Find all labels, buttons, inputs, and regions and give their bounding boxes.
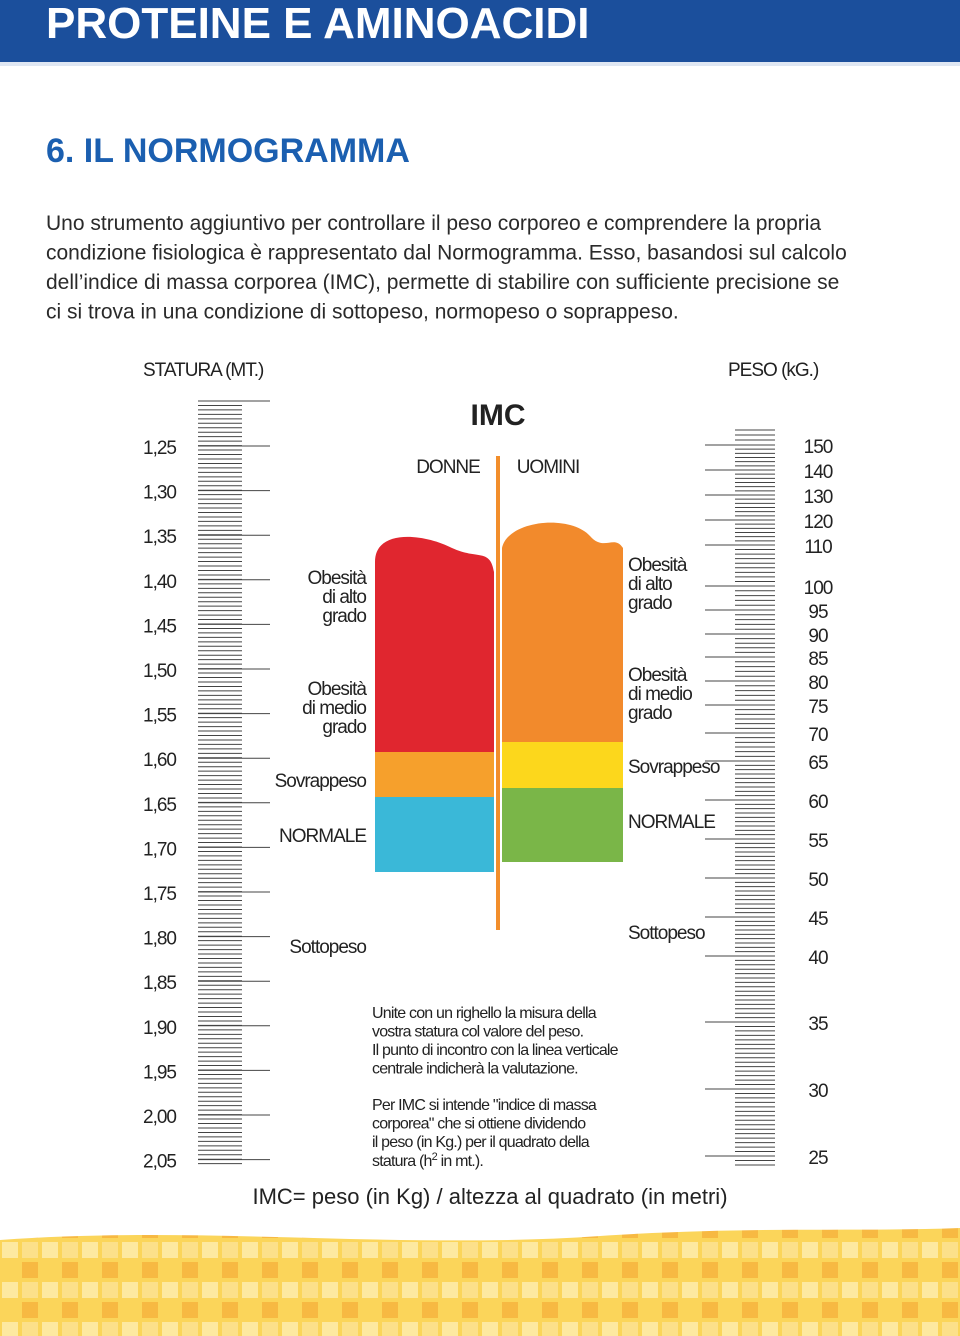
men-overweight-zone [502, 742, 623, 788]
weight-value: 130 [804, 487, 833, 508]
height-value: 1,35 [143, 527, 176, 548]
weight-value: 110 [804, 537, 832, 558]
height-value: 1,60 [143, 750, 176, 771]
header-rule [0, 62, 960, 66]
women-obese-zone [375, 536, 494, 752]
men-zone-label: Sottopeso [628, 923, 705, 944]
height-value: 1,80 [143, 929, 176, 950]
weight-value: 140 [804, 462, 833, 483]
paragraph: Uno strumento aggiuntivo per controllare… [46, 212, 847, 324]
men-normal-zone [502, 788, 623, 862]
height-value: 1,95 [143, 1062, 176, 1083]
height-value: 1,25 [143, 438, 176, 459]
superscript: 2 [432, 1151, 438, 1163]
women-normal-zone [375, 797, 494, 872]
weight-value: 80 [808, 673, 828, 694]
women-zone-label: grado [322, 606, 366, 627]
men-zone-label: Obesità [628, 665, 688, 686]
men-zone-label: Sovrappeso [628, 757, 720, 778]
men-label: UOMINI [517, 457, 580, 478]
weight-value: 65 [808, 753, 828, 774]
weight-value: 55 [808, 831, 828, 852]
weight-value: 95 [808, 602, 828, 623]
header-band [0, 0, 960, 62]
instruction-line: il peso (in Kg.) per il quadrato della [372, 1134, 590, 1151]
weight-value: 45 [808, 909, 828, 930]
height-value: 1,30 [143, 483, 176, 504]
weight-value: 150 [804, 437, 833, 458]
formula: IMC= peso (in Kg) / altezza al quadrato … [252, 1184, 727, 1209]
women-label: DONNE [416, 457, 480, 478]
instruction-line: vostra statura col valore del peso. [372, 1024, 583, 1041]
instruction-text: in mt.). [437, 1153, 483, 1170]
men-obese-zone [502, 522, 623, 742]
instruction-text: statura (h [372, 1153, 432, 1170]
height-value: 1,45 [143, 616, 176, 637]
height-value: 1,85 [143, 973, 176, 994]
paragraph-line: dell’indice di massa corporea (IMC), per… [46, 271, 839, 294]
men-zone-label: Obesità [628, 555, 688, 576]
weight-label: PESO (kG.) [728, 360, 819, 381]
weight-value: 85 [808, 649, 828, 670]
instruction-line: statura (h2 in mt.). [372, 1151, 483, 1170]
weight-value: 120 [804, 512, 833, 533]
imc-axis [496, 456, 500, 930]
men-zone-label: grado [628, 703, 672, 724]
footer-decoration [0, 1228, 960, 1336]
height-value: 2,05 [143, 1152, 176, 1173]
paragraph-line: ci si trova in una condizione di sottope… [46, 301, 679, 324]
height-value: 1,65 [143, 795, 176, 816]
section-title: 6. IL NORMOGRAMMA [46, 132, 410, 170]
instruction-line: centrale indicherà la valutazione. [372, 1061, 578, 1078]
women-zone-label: Sottopeso [289, 937, 366, 958]
weight-value: 100 [804, 578, 833, 599]
imc-title: IMC [471, 399, 526, 432]
height-value: 2,00 [143, 1107, 176, 1128]
weight-value: 70 [808, 725, 828, 746]
height-label: STATURA (MT.) [143, 360, 264, 381]
women-zone-label: di alto [322, 587, 366, 608]
header-title: PROTEINE E AMINOACIDI [46, 0, 590, 48]
labels: 1,25 1,30 1,35 1,40 1,45 1,50 1,55 1,60 1,65 1,70… [143, 437, 834, 1173]
height-value: 1,75 [143, 884, 176, 905]
weight-value: 75 [808, 697, 828, 718]
paragraph-line: condizione fisiologica è rappresentato d… [46, 242, 847, 265]
weight-value: 35 [808, 1014, 828, 1035]
height-value: 1,55 [143, 706, 176, 727]
weight-value: 40 [808, 948, 828, 969]
women-zone-label: grado [322, 717, 366, 738]
men-zone-label: grado [628, 593, 672, 614]
women-zone-label: di medio [302, 698, 366, 719]
men-zone-label: di alto [628, 574, 672, 595]
instruction-line: Unite con un righello la misura della [372, 1005, 597, 1022]
weight-value: 25 [808, 1148, 828, 1169]
height-value: 1,50 [143, 661, 176, 682]
instruction-line: corporea" che si ottiene dividendo [372, 1116, 586, 1133]
height-value: 1,70 [143, 839, 176, 860]
women-overweight-zone [375, 752, 494, 797]
weight-value: 30 [808, 1081, 828, 1102]
instruction-line: Per IMC si intende "indice di massa [372, 1097, 597, 1114]
men-zone-label: NORMALE [628, 812, 715, 833]
height-value: 1,40 [143, 572, 176, 593]
men-zone-label: di medio [628, 684, 692, 705]
height-value: 1,90 [143, 1018, 176, 1039]
women-zone-label: NORMALE [279, 826, 366, 847]
weight-value: 50 [808, 870, 828, 891]
weight-value: 90 [808, 626, 828, 647]
instruction-line: Il punto di incontro con la linea vertic… [372, 1042, 619, 1059]
women-zone-label: Obesità [308, 679, 368, 700]
women-zone-label: Obesità [308, 568, 368, 589]
women-zone-label: Sovrappeso [275, 771, 367, 792]
paragraph-line: Uno strumento aggiuntivo per controllare… [46, 212, 821, 235]
rulers [198, 400, 775, 1166]
weight-value: 60 [808, 792, 828, 813]
